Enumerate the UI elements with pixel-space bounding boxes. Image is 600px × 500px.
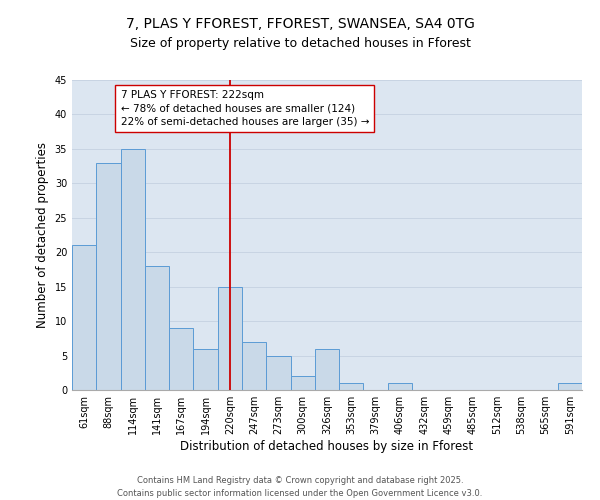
Bar (242, 342, 266, 390)
Bar (145, 266, 169, 390)
Bar (339, 383, 364, 390)
Text: Size of property relative to detached houses in Fforest: Size of property relative to detached ho… (130, 38, 470, 51)
X-axis label: Distribution of detached houses by size in Fforest: Distribution of detached houses by size … (181, 440, 473, 453)
Bar (96, 162, 121, 390)
Bar (169, 328, 193, 390)
Bar (193, 348, 218, 390)
Bar (266, 356, 290, 390)
Text: Contains HM Land Registry data © Crown copyright and database right 2025.
Contai: Contains HM Land Registry data © Crown c… (118, 476, 482, 498)
Bar (72, 246, 96, 390)
Y-axis label: Number of detached properties: Number of detached properties (36, 142, 49, 328)
Bar (121, 149, 145, 390)
Bar (388, 383, 412, 390)
Bar (558, 383, 582, 390)
Bar (218, 286, 242, 390)
Text: 7 PLAS Y FFOREST: 222sqm
← 78% of detached houses are smaller (124)
22% of semi-: 7 PLAS Y FFOREST: 222sqm ← 78% of detach… (121, 90, 369, 126)
Bar (290, 376, 315, 390)
Text: 7, PLAS Y FFOREST, FFOREST, SWANSEA, SA4 0TG: 7, PLAS Y FFOREST, FFOREST, SWANSEA, SA4… (125, 18, 475, 32)
Bar (315, 348, 339, 390)
